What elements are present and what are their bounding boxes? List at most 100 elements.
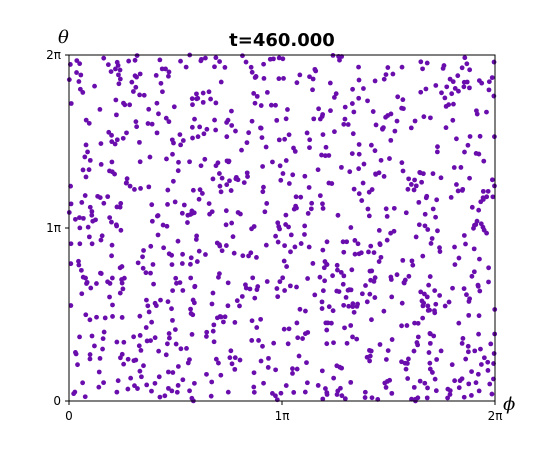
data-point [331, 340, 336, 346]
data-point [204, 334, 209, 339]
data-point [464, 292, 469, 298]
data-point [387, 156, 392, 161]
data-point [422, 223, 428, 229]
data-point [98, 141, 104, 147]
data-point [293, 194, 299, 200]
data-point [367, 268, 373, 274]
data-point [403, 210, 409, 216]
data-point [96, 369, 102, 375]
data-point [77, 334, 82, 340]
data-point [340, 239, 346, 245]
data-point [237, 357, 243, 363]
data-point [140, 265, 146, 271]
data-point [105, 194, 111, 200]
data-point [344, 340, 350, 346]
data-point [187, 357, 192, 363]
data-point [489, 75, 495, 81]
data-point [175, 168, 181, 174]
data-point [276, 55, 282, 61]
data-point [333, 91, 339, 97]
data-point [324, 262, 330, 267]
data-point [259, 135, 265, 141]
data-point [149, 319, 155, 325]
data-point [439, 90, 444, 96]
data-point [156, 111, 161, 117]
data-point [412, 320, 417, 326]
data-point [178, 58, 183, 64]
data-point [108, 69, 114, 74]
data-point [87, 157, 93, 163]
data-point [490, 194, 496, 200]
data-point [399, 359, 404, 365]
data-point [246, 253, 251, 259]
data-point [68, 261, 74, 267]
data-point [372, 275, 378, 281]
data-point [88, 285, 94, 291]
data-point [442, 303, 448, 309]
data-point [310, 76, 316, 82]
data-point [290, 172, 296, 178]
data-point [434, 197, 440, 203]
data-point [114, 339, 120, 345]
data-point [335, 212, 341, 218]
data-point [206, 201, 212, 207]
data-point [404, 323, 410, 328]
data-point [268, 102, 274, 108]
data-point [196, 196, 202, 202]
data-point [194, 233, 200, 239]
data-point [358, 250, 364, 256]
data-point [344, 239, 350, 245]
data-point [421, 114, 427, 120]
data-point [472, 348, 478, 354]
data-point [278, 390, 284, 396]
data-point [389, 337, 395, 342]
data-point [412, 177, 417, 183]
data-point [324, 341, 330, 347]
data-point [307, 145, 312, 151]
data-point [435, 144, 440, 150]
data-point [356, 77, 362, 83]
data-point [323, 386, 328, 391]
data-point [320, 247, 326, 253]
data-point [166, 385, 171, 391]
data-point [491, 93, 497, 99]
data-point [227, 355, 233, 361]
data-point [282, 136, 288, 142]
data-point [489, 391, 495, 397]
data-point [388, 111, 394, 117]
data-point [213, 356, 219, 362]
data-point [371, 250, 377, 256]
data-point [137, 368, 143, 374]
data-point [319, 299, 325, 305]
data-point [481, 355, 487, 361]
data-point [423, 86, 429, 92]
data-point [254, 93, 260, 99]
data-point [169, 306, 174, 312]
data-point [194, 259, 200, 264]
data-point [277, 163, 283, 169]
data-point [156, 374, 162, 380]
data-point [152, 335, 158, 341]
data-point [118, 201, 124, 206]
data-point [251, 389, 257, 395]
data-point [354, 336, 360, 342]
data-point [356, 191, 362, 197]
data-point [491, 59, 497, 65]
data-point [128, 375, 134, 381]
data-point [80, 215, 86, 221]
data-point [434, 149, 440, 155]
data-point [275, 220, 281, 226]
data-point [261, 380, 266, 386]
data-point [394, 272, 400, 278]
data-point [335, 267, 340, 273]
data-point [181, 202, 187, 208]
data-point [426, 282, 432, 288]
data-point [341, 121, 347, 127]
data-point [201, 131, 207, 137]
data-point [430, 171, 436, 177]
data-point [124, 176, 130, 182]
data-point [249, 338, 255, 343]
data-point [229, 108, 234, 114]
data-point [165, 299, 171, 305]
data-point [92, 343, 97, 349]
